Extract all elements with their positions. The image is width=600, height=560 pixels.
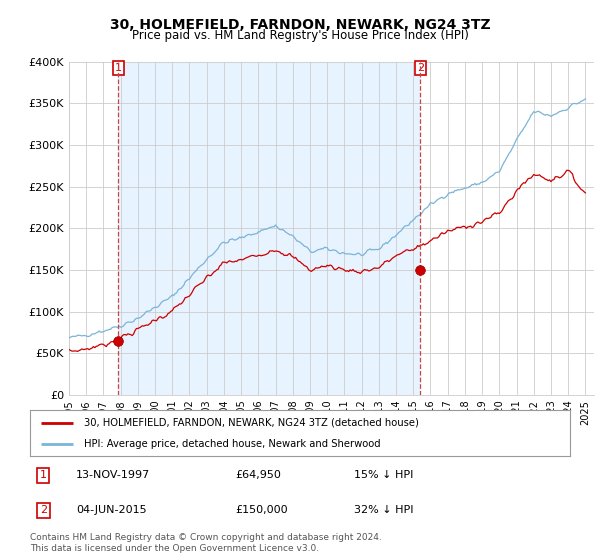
Text: 32% ↓ HPI: 32% ↓ HPI	[354, 505, 413, 515]
Text: 2: 2	[417, 63, 424, 73]
Text: 1: 1	[115, 63, 122, 73]
Bar	[118, 62, 421, 395]
Text: Contains HM Land Registry data © Crown copyright and database right 2024.
This d: Contains HM Land Registry data © Crown c…	[30, 533, 382, 553]
Text: 30, HOLMEFIELD, FARNDON, NEWARK, NG24 3TZ: 30, HOLMEFIELD, FARNDON, NEWARK, NG24 3T…	[110, 18, 490, 32]
Text: 30, HOLMEFIELD, FARNDON, NEWARK, NG24 3TZ (detached house): 30, HOLMEFIELD, FARNDON, NEWARK, NG24 3T…	[84, 418, 419, 428]
Text: 2: 2	[40, 505, 47, 515]
Text: £64,950: £64,950	[235, 470, 281, 480]
Text: 13-NOV-1997: 13-NOV-1997	[76, 470, 150, 480]
Text: £150,000: £150,000	[235, 505, 288, 515]
Text: 04-JUN-2015: 04-JUN-2015	[76, 505, 146, 515]
Text: 1: 1	[40, 470, 47, 480]
Text: Price paid vs. HM Land Registry's House Price Index (HPI): Price paid vs. HM Land Registry's House …	[131, 29, 469, 42]
Text: HPI: Average price, detached house, Newark and Sherwood: HPI: Average price, detached house, Newa…	[84, 439, 380, 449]
Text: 15% ↓ HPI: 15% ↓ HPI	[354, 470, 413, 480]
